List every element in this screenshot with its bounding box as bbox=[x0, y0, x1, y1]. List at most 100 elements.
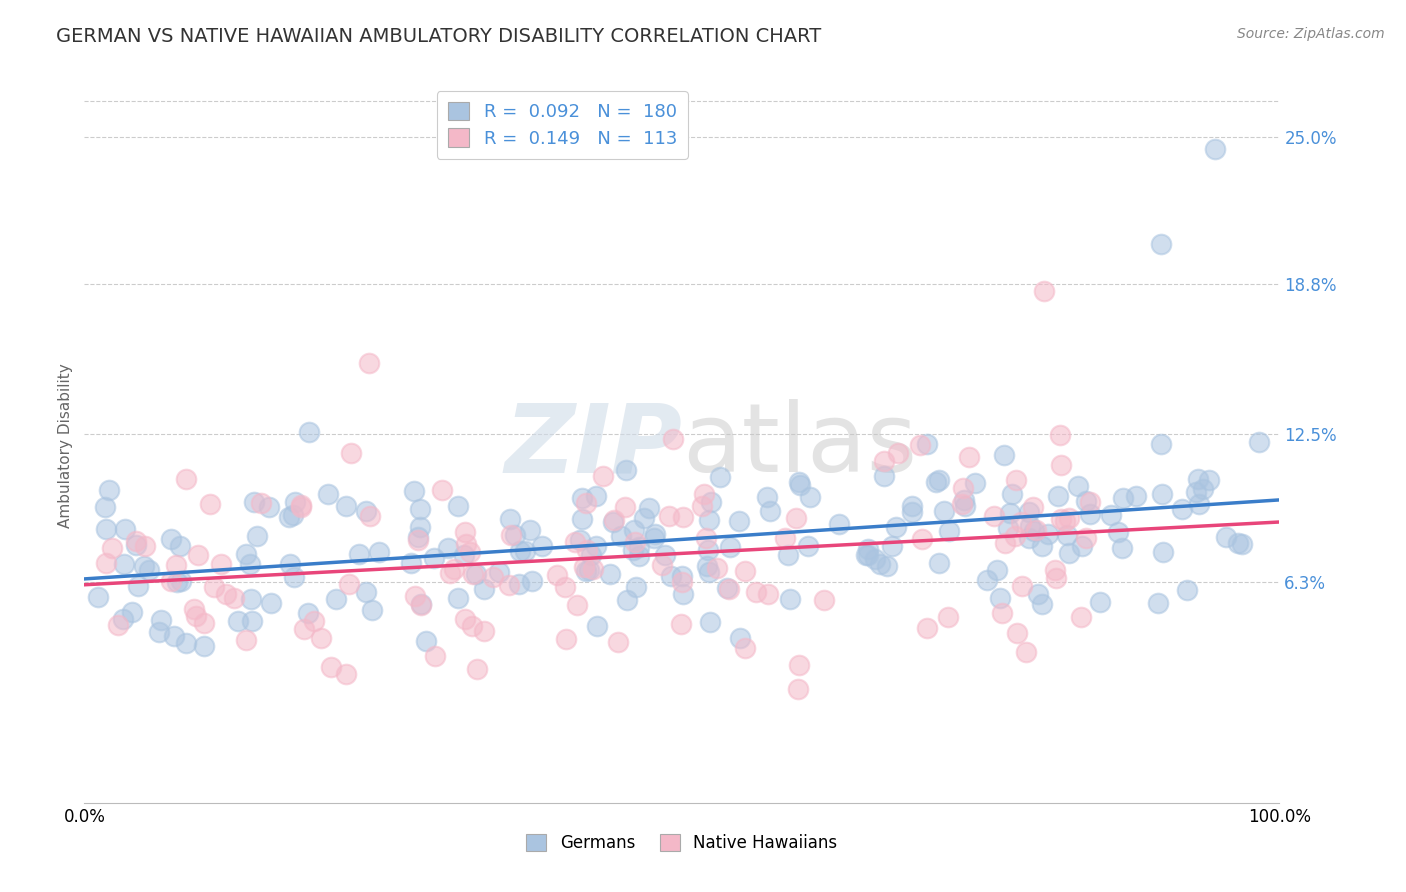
Point bbox=[856, 542, 879, 557]
Point bbox=[409, 597, 432, 611]
Point bbox=[1049, 427, 1071, 442]
Text: Source: ZipAtlas.com: Source: ZipAtlas.com bbox=[1237, 27, 1385, 41]
Point bbox=[564, 534, 586, 549]
Point bbox=[797, 540, 820, 554]
Point bbox=[1049, 458, 1071, 473]
Point bbox=[138, 563, 160, 577]
Point bbox=[983, 509, 1005, 524]
Point bbox=[260, 596, 283, 610]
Point bbox=[911, 533, 934, 547]
Point bbox=[1185, 485, 1208, 500]
Point bbox=[607, 634, 630, 648]
Point bbox=[198, 497, 221, 511]
Point bbox=[409, 501, 432, 516]
Point bbox=[134, 539, 156, 553]
Point bbox=[623, 543, 645, 558]
Point bbox=[235, 547, 257, 561]
Point bbox=[1047, 489, 1070, 503]
Point bbox=[572, 560, 595, 574]
Point bbox=[1045, 571, 1067, 585]
Point bbox=[482, 570, 505, 584]
Point bbox=[423, 551, 446, 566]
Point bbox=[107, 618, 129, 632]
Point bbox=[887, 446, 910, 460]
Point bbox=[246, 529, 269, 543]
Point bbox=[786, 682, 808, 697]
Point bbox=[901, 505, 924, 519]
Point bbox=[508, 577, 530, 591]
Point bbox=[1059, 511, 1081, 525]
Point bbox=[522, 574, 544, 589]
Point bbox=[672, 587, 695, 601]
Point bbox=[453, 612, 475, 626]
Point bbox=[121, 605, 143, 619]
Point bbox=[166, 574, 188, 589]
Point bbox=[1204, 142, 1226, 156]
Point bbox=[1011, 579, 1033, 593]
Point bbox=[699, 615, 721, 629]
Point bbox=[1004, 529, 1026, 543]
Point bbox=[439, 566, 461, 580]
Point bbox=[169, 539, 191, 553]
Point bbox=[986, 563, 1008, 577]
Point bbox=[633, 510, 655, 524]
Point bbox=[240, 614, 263, 628]
Point bbox=[695, 532, 717, 546]
Point bbox=[697, 543, 720, 558]
Point bbox=[1188, 497, 1211, 511]
Point bbox=[290, 499, 312, 513]
Point bbox=[325, 592, 347, 607]
Point bbox=[1187, 472, 1209, 486]
Point bbox=[603, 513, 626, 527]
Point bbox=[309, 631, 332, 645]
Point bbox=[569, 533, 592, 547]
Point bbox=[316, 487, 339, 501]
Point bbox=[578, 563, 600, 577]
Point bbox=[112, 557, 135, 571]
Point bbox=[952, 481, 974, 495]
Point bbox=[432, 483, 454, 497]
Point bbox=[1088, 595, 1111, 609]
Point bbox=[347, 547, 370, 561]
Point bbox=[226, 614, 249, 628]
Point bbox=[474, 582, 496, 596]
Point bbox=[456, 537, 478, 551]
Point bbox=[257, 500, 280, 514]
Point bbox=[408, 519, 430, 533]
Point bbox=[672, 510, 695, 524]
Point bbox=[284, 494, 307, 508]
Point bbox=[519, 523, 541, 537]
Point bbox=[423, 649, 446, 664]
Point bbox=[531, 539, 554, 553]
Point bbox=[880, 539, 903, 553]
Point bbox=[437, 541, 460, 555]
Point bbox=[406, 533, 429, 548]
Point bbox=[503, 528, 526, 542]
Point bbox=[354, 504, 377, 518]
Point bbox=[727, 515, 749, 529]
Point bbox=[1192, 482, 1215, 496]
Point bbox=[150, 613, 173, 627]
Point bbox=[1026, 587, 1049, 601]
Point bbox=[575, 564, 598, 578]
Point bbox=[709, 470, 731, 484]
Point bbox=[1005, 626, 1028, 640]
Point bbox=[716, 581, 738, 595]
Point bbox=[1057, 546, 1080, 560]
Point bbox=[953, 499, 976, 513]
Point bbox=[415, 634, 437, 648]
Point bbox=[627, 549, 650, 564]
Point bbox=[1038, 526, 1060, 541]
Point bbox=[734, 564, 756, 578]
Point bbox=[224, 591, 246, 605]
Point bbox=[950, 497, 973, 511]
Point bbox=[447, 499, 470, 513]
Point bbox=[148, 624, 170, 639]
Point bbox=[1107, 524, 1129, 539]
Point bbox=[1152, 545, 1174, 559]
Point bbox=[936, 610, 959, 624]
Point bbox=[1005, 474, 1028, 488]
Point bbox=[474, 624, 496, 639]
Point bbox=[697, 566, 720, 580]
Point bbox=[1070, 609, 1092, 624]
